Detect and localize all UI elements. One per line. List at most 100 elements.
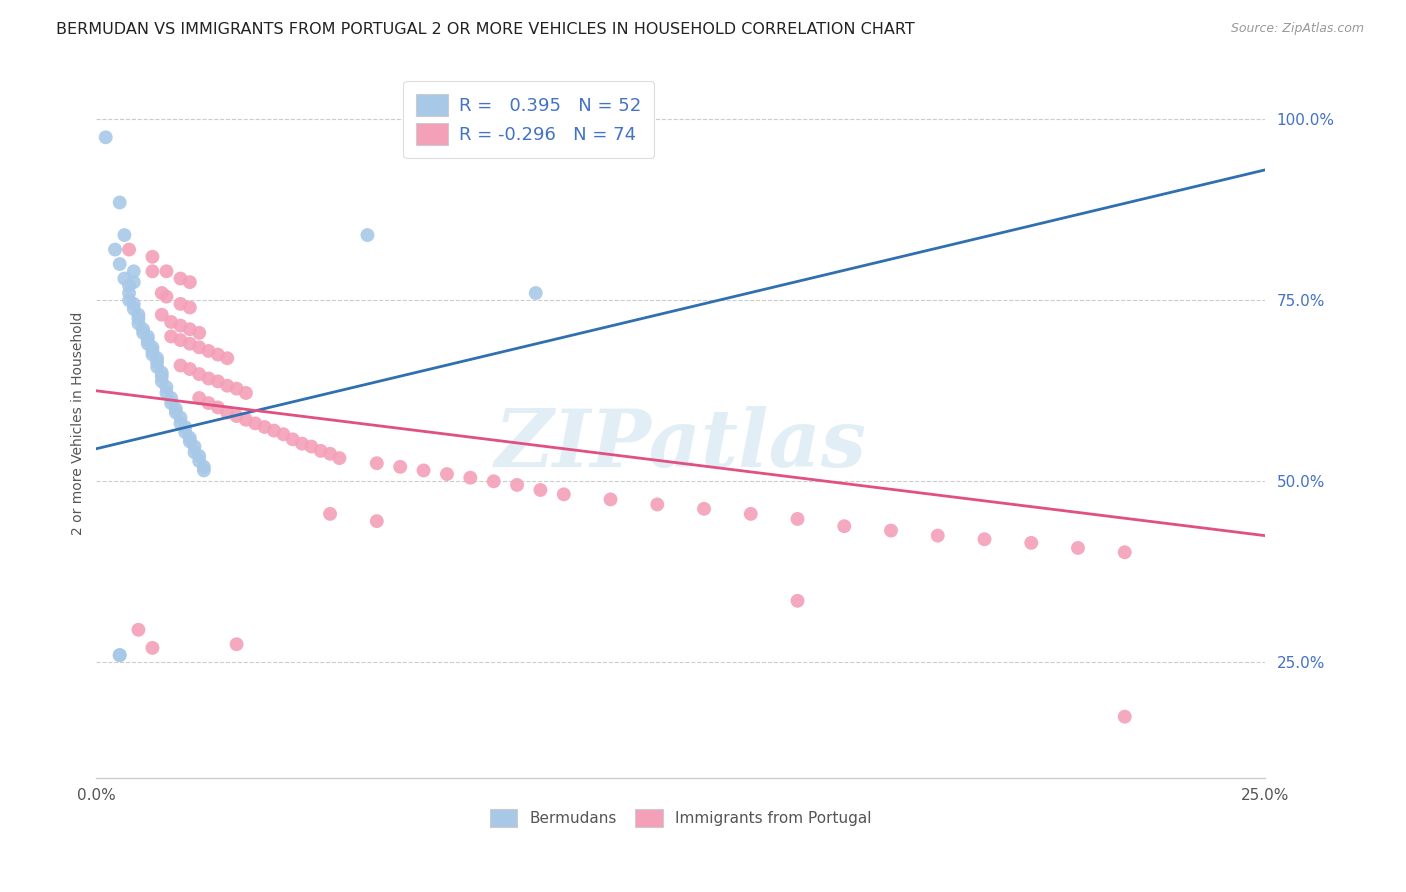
- Point: [1067, 541, 1090, 555]
- Point: [179, 322, 201, 336]
- Point: [146, 359, 169, 374]
- Point: [150, 375, 173, 389]
- Point: [197, 343, 219, 358]
- Text: BERMUDAN VS IMMIGRANTS FROM PORTUGAL 2 OR MORE VEHICLES IN HOUSEHOLD CORRELATION: BERMUDAN VS IMMIGRANTS FROM PORTUGAL 2 O…: [56, 22, 915, 37]
- Point: [217, 378, 239, 392]
- Text: Source: ZipAtlas.com: Source: ZipAtlas.com: [1230, 22, 1364, 36]
- Point: [150, 308, 173, 322]
- Point: [174, 420, 197, 434]
- Point: [973, 533, 995, 547]
- Point: [179, 431, 201, 445]
- Point: [193, 459, 215, 474]
- Point: [136, 329, 159, 343]
- Point: [197, 396, 219, 410]
- Point: [225, 409, 247, 424]
- Point: [118, 293, 141, 308]
- Point: [880, 524, 903, 538]
- Point: [146, 351, 169, 366]
- Point: [389, 459, 412, 474]
- Point: [108, 648, 131, 662]
- Point: [108, 648, 131, 662]
- Point: [150, 285, 173, 300]
- Point: [356, 228, 378, 243]
- Legend: Bermudans, Immigrants from Portugal: Bermudans, Immigrants from Portugal: [482, 802, 879, 834]
- Point: [281, 432, 304, 446]
- Point: [299, 440, 322, 454]
- Point: [786, 594, 808, 608]
- Point: [169, 271, 191, 285]
- Point: [141, 343, 163, 358]
- Point: [160, 315, 183, 329]
- Point: [122, 301, 145, 316]
- Point: [366, 514, 388, 528]
- Point: [169, 318, 191, 333]
- Point: [599, 492, 621, 507]
- Point: [291, 436, 314, 450]
- Point: [225, 382, 247, 396]
- Point: [122, 297, 145, 311]
- Point: [188, 454, 211, 468]
- Point: [217, 405, 239, 419]
- Point: [188, 449, 211, 463]
- Point: [309, 443, 332, 458]
- Point: [165, 405, 187, 419]
- Point: [412, 463, 434, 477]
- Point: [188, 391, 211, 405]
- Point: [141, 250, 163, 264]
- Point: [927, 528, 949, 542]
- Point: [482, 475, 505, 489]
- Point: [160, 391, 183, 405]
- Point: [141, 340, 163, 354]
- Point: [150, 366, 173, 380]
- Point: [179, 301, 201, 315]
- Point: [118, 285, 141, 300]
- Point: [112, 228, 135, 243]
- Point: [328, 451, 350, 466]
- Point: [132, 326, 155, 340]
- Point: [122, 264, 145, 278]
- Point: [263, 424, 285, 438]
- Point: [1114, 545, 1136, 559]
- Point: [179, 275, 201, 289]
- Point: [183, 440, 205, 454]
- Point: [127, 317, 149, 331]
- Point: [104, 243, 127, 257]
- Point: [273, 427, 295, 442]
- Point: [108, 195, 131, 210]
- Point: [217, 351, 239, 366]
- Point: [127, 311, 149, 326]
- Point: [112, 271, 135, 285]
- Point: [832, 519, 855, 533]
- Point: [188, 340, 211, 354]
- Point: [160, 396, 183, 410]
- Point: [645, 498, 668, 512]
- Point: [108, 257, 131, 271]
- Point: [169, 333, 191, 347]
- Point: [366, 456, 388, 470]
- Point: [197, 371, 219, 385]
- Point: [179, 362, 201, 376]
- Point: [235, 386, 257, 401]
- Point: [253, 420, 276, 434]
- Point: [141, 348, 163, 362]
- Point: [118, 278, 141, 293]
- Point: [136, 333, 159, 347]
- Point: [155, 380, 177, 394]
- Point: [506, 478, 529, 492]
- Point: [693, 501, 716, 516]
- Point: [165, 401, 187, 416]
- Point: [122, 275, 145, 289]
- Point: [155, 264, 177, 278]
- Point: [174, 425, 197, 439]
- Point: [786, 512, 808, 526]
- Point: [245, 417, 267, 431]
- Point: [524, 285, 547, 300]
- Point: [155, 290, 177, 304]
- Point: [127, 623, 149, 637]
- Point: [740, 507, 762, 521]
- Point: [529, 483, 551, 497]
- Point: [1019, 536, 1042, 550]
- Point: [160, 329, 183, 343]
- Y-axis label: 2 or more Vehicles in Household: 2 or more Vehicles in Household: [72, 311, 86, 535]
- Point: [319, 447, 342, 461]
